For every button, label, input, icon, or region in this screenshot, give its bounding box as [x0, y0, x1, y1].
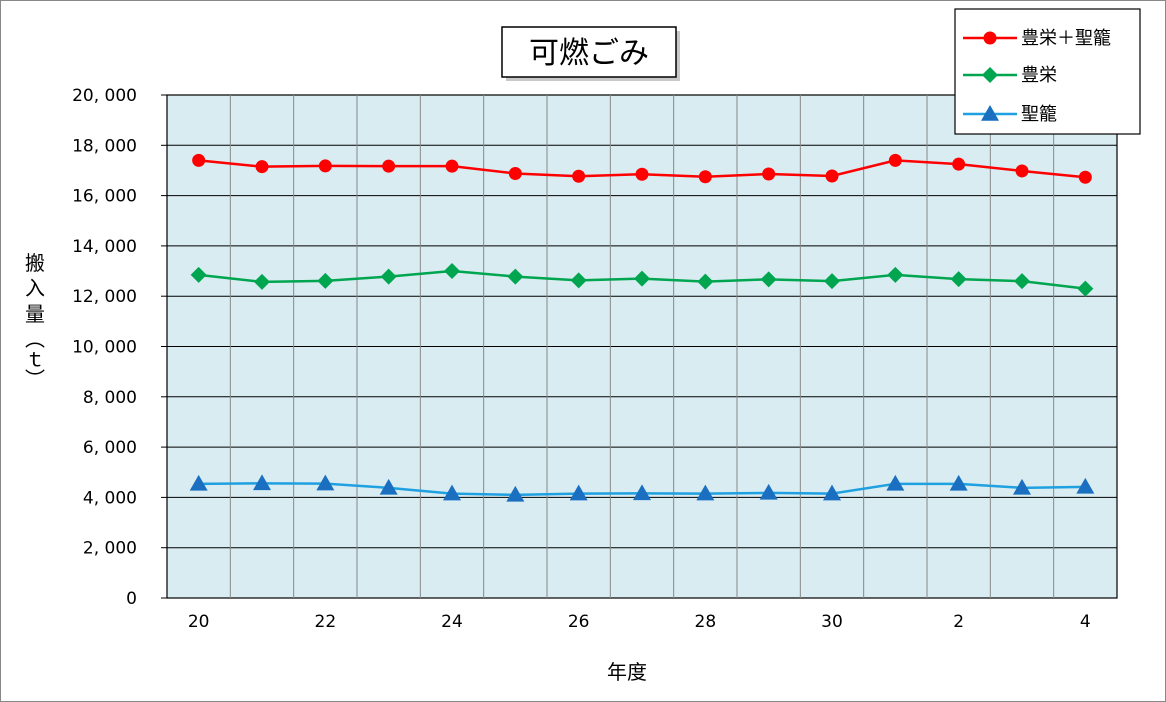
legend-swatch-marker — [982, 67, 998, 83]
y-tick-label: 20, 000 — [72, 86, 137, 106]
data-point — [445, 159, 459, 173]
data-point — [189, 474, 208, 491]
y-axis-title: 搬入量︵ｔ︶ — [25, 251, 45, 391]
data-point — [759, 483, 778, 500]
data-point — [760, 271, 777, 288]
series-2 — [190, 263, 1094, 297]
data-point — [887, 266, 904, 283]
data-point — [253, 474, 271, 491]
y-tick-label: 16, 000 — [72, 187, 137, 207]
data-point — [507, 268, 524, 285]
data-point — [379, 478, 398, 495]
y-axis: 0 2, 000 4, 000 6, 000 8, 000 10, 000 12, 000 1… — [72, 86, 167, 609]
legend-label: 豊栄＋聖籠 — [1021, 28, 1111, 49]
y-tick-label: 2, 000 — [83, 539, 137, 559]
data-point — [1014, 273, 1030, 290]
data-point — [190, 266, 207, 283]
x-tick-label: 28 — [695, 612, 717, 632]
chart-title: 可燃ごみ — [529, 36, 649, 71]
y-axis-title-char: 搬 — [25, 251, 45, 275]
data-point — [380, 268, 397, 285]
y-tick-label: 10, 000 — [72, 338, 137, 358]
y-tick-label: 18, 000 — [72, 136, 137, 156]
data-point — [1077, 280, 1094, 297]
y-axis-title-char: ︶ — [25, 367, 45, 391]
data-point — [572, 169, 586, 183]
data-point — [1076, 477, 1095, 494]
x-tick-label: 2 — [953, 612, 964, 632]
data-point — [1078, 170, 1092, 184]
x-axis: 20 22 24 26 28 30 2 4 — [188, 612, 1091, 632]
y-axis-title-char: 入 — [25, 276, 45, 300]
title-frame — [501, 26, 677, 78]
data-point — [318, 159, 332, 173]
title-box: 可燃ごみ — [501, 26, 680, 81]
legend-swatch-marker — [981, 105, 999, 121]
y-tick-label: 12, 000 — [72, 287, 137, 307]
data-point — [444, 263, 460, 280]
series-3 — [189, 474, 1095, 502]
y-axis-title-char: ︵ — [25, 327, 45, 351]
x-tick-label: 4 — [1080, 612, 1091, 632]
data-point — [1015, 164, 1029, 178]
data-point — [825, 169, 839, 183]
data-point — [443, 484, 461, 501]
data-point — [635, 167, 649, 181]
data-point — [762, 167, 776, 181]
data-point — [886, 474, 905, 491]
y-tick-label: 6, 000 — [83, 438, 137, 458]
data-point — [508, 166, 522, 180]
data-point — [506, 485, 525, 502]
legend-item: 豊栄 — [963, 65, 1057, 86]
data-point — [888, 153, 902, 167]
data-point — [697, 273, 714, 290]
legend-item: 豊栄＋聖籠 — [963, 28, 1111, 49]
data-point — [633, 484, 651, 501]
data-point — [634, 270, 650, 287]
data-point — [570, 272, 587, 289]
y-tick-label: 4, 000 — [83, 488, 137, 508]
legend-label: 聖籠 — [1021, 104, 1057, 125]
x-tick-label: 30 — [821, 612, 843, 632]
data-point — [317, 272, 334, 289]
x-tick-label: 20 — [188, 612, 210, 632]
legend-swatch-marker — [983, 31, 997, 45]
series — [189, 153, 1095, 502]
y-tick-label: 0 — [126, 589, 137, 609]
data-point — [950, 271, 967, 288]
data-point — [949, 474, 968, 491]
x-tick-label: 22 — [315, 612, 337, 632]
legend-item: 聖籠 — [963, 104, 1057, 125]
y-axis-title-char: 量 — [25, 302, 45, 326]
y-axis-title-char: ｔ — [25, 347, 45, 371]
data-point — [255, 160, 269, 174]
x-tick-label: 26 — [568, 612, 590, 632]
data-point — [698, 170, 712, 184]
y-tick-label: 14, 000 — [72, 237, 137, 257]
y-tick-label: 8, 000 — [83, 388, 137, 408]
data-point — [1013, 478, 1031, 495]
data-point — [952, 157, 966, 171]
data-point — [823, 484, 841, 501]
data-point — [382, 159, 396, 173]
data-point — [569, 484, 588, 501]
data-point — [696, 484, 715, 501]
x-axis-title: 年度 — [607, 660, 647, 684]
data-point — [192, 153, 206, 167]
data-point — [824, 273, 840, 290]
series-1 — [192, 153, 1092, 184]
x-tick-label: 24 — [441, 612, 463, 632]
data-point — [254, 273, 270, 290]
data-point — [316, 474, 335, 491]
legend-label: 豊栄 — [1021, 65, 1057, 86]
